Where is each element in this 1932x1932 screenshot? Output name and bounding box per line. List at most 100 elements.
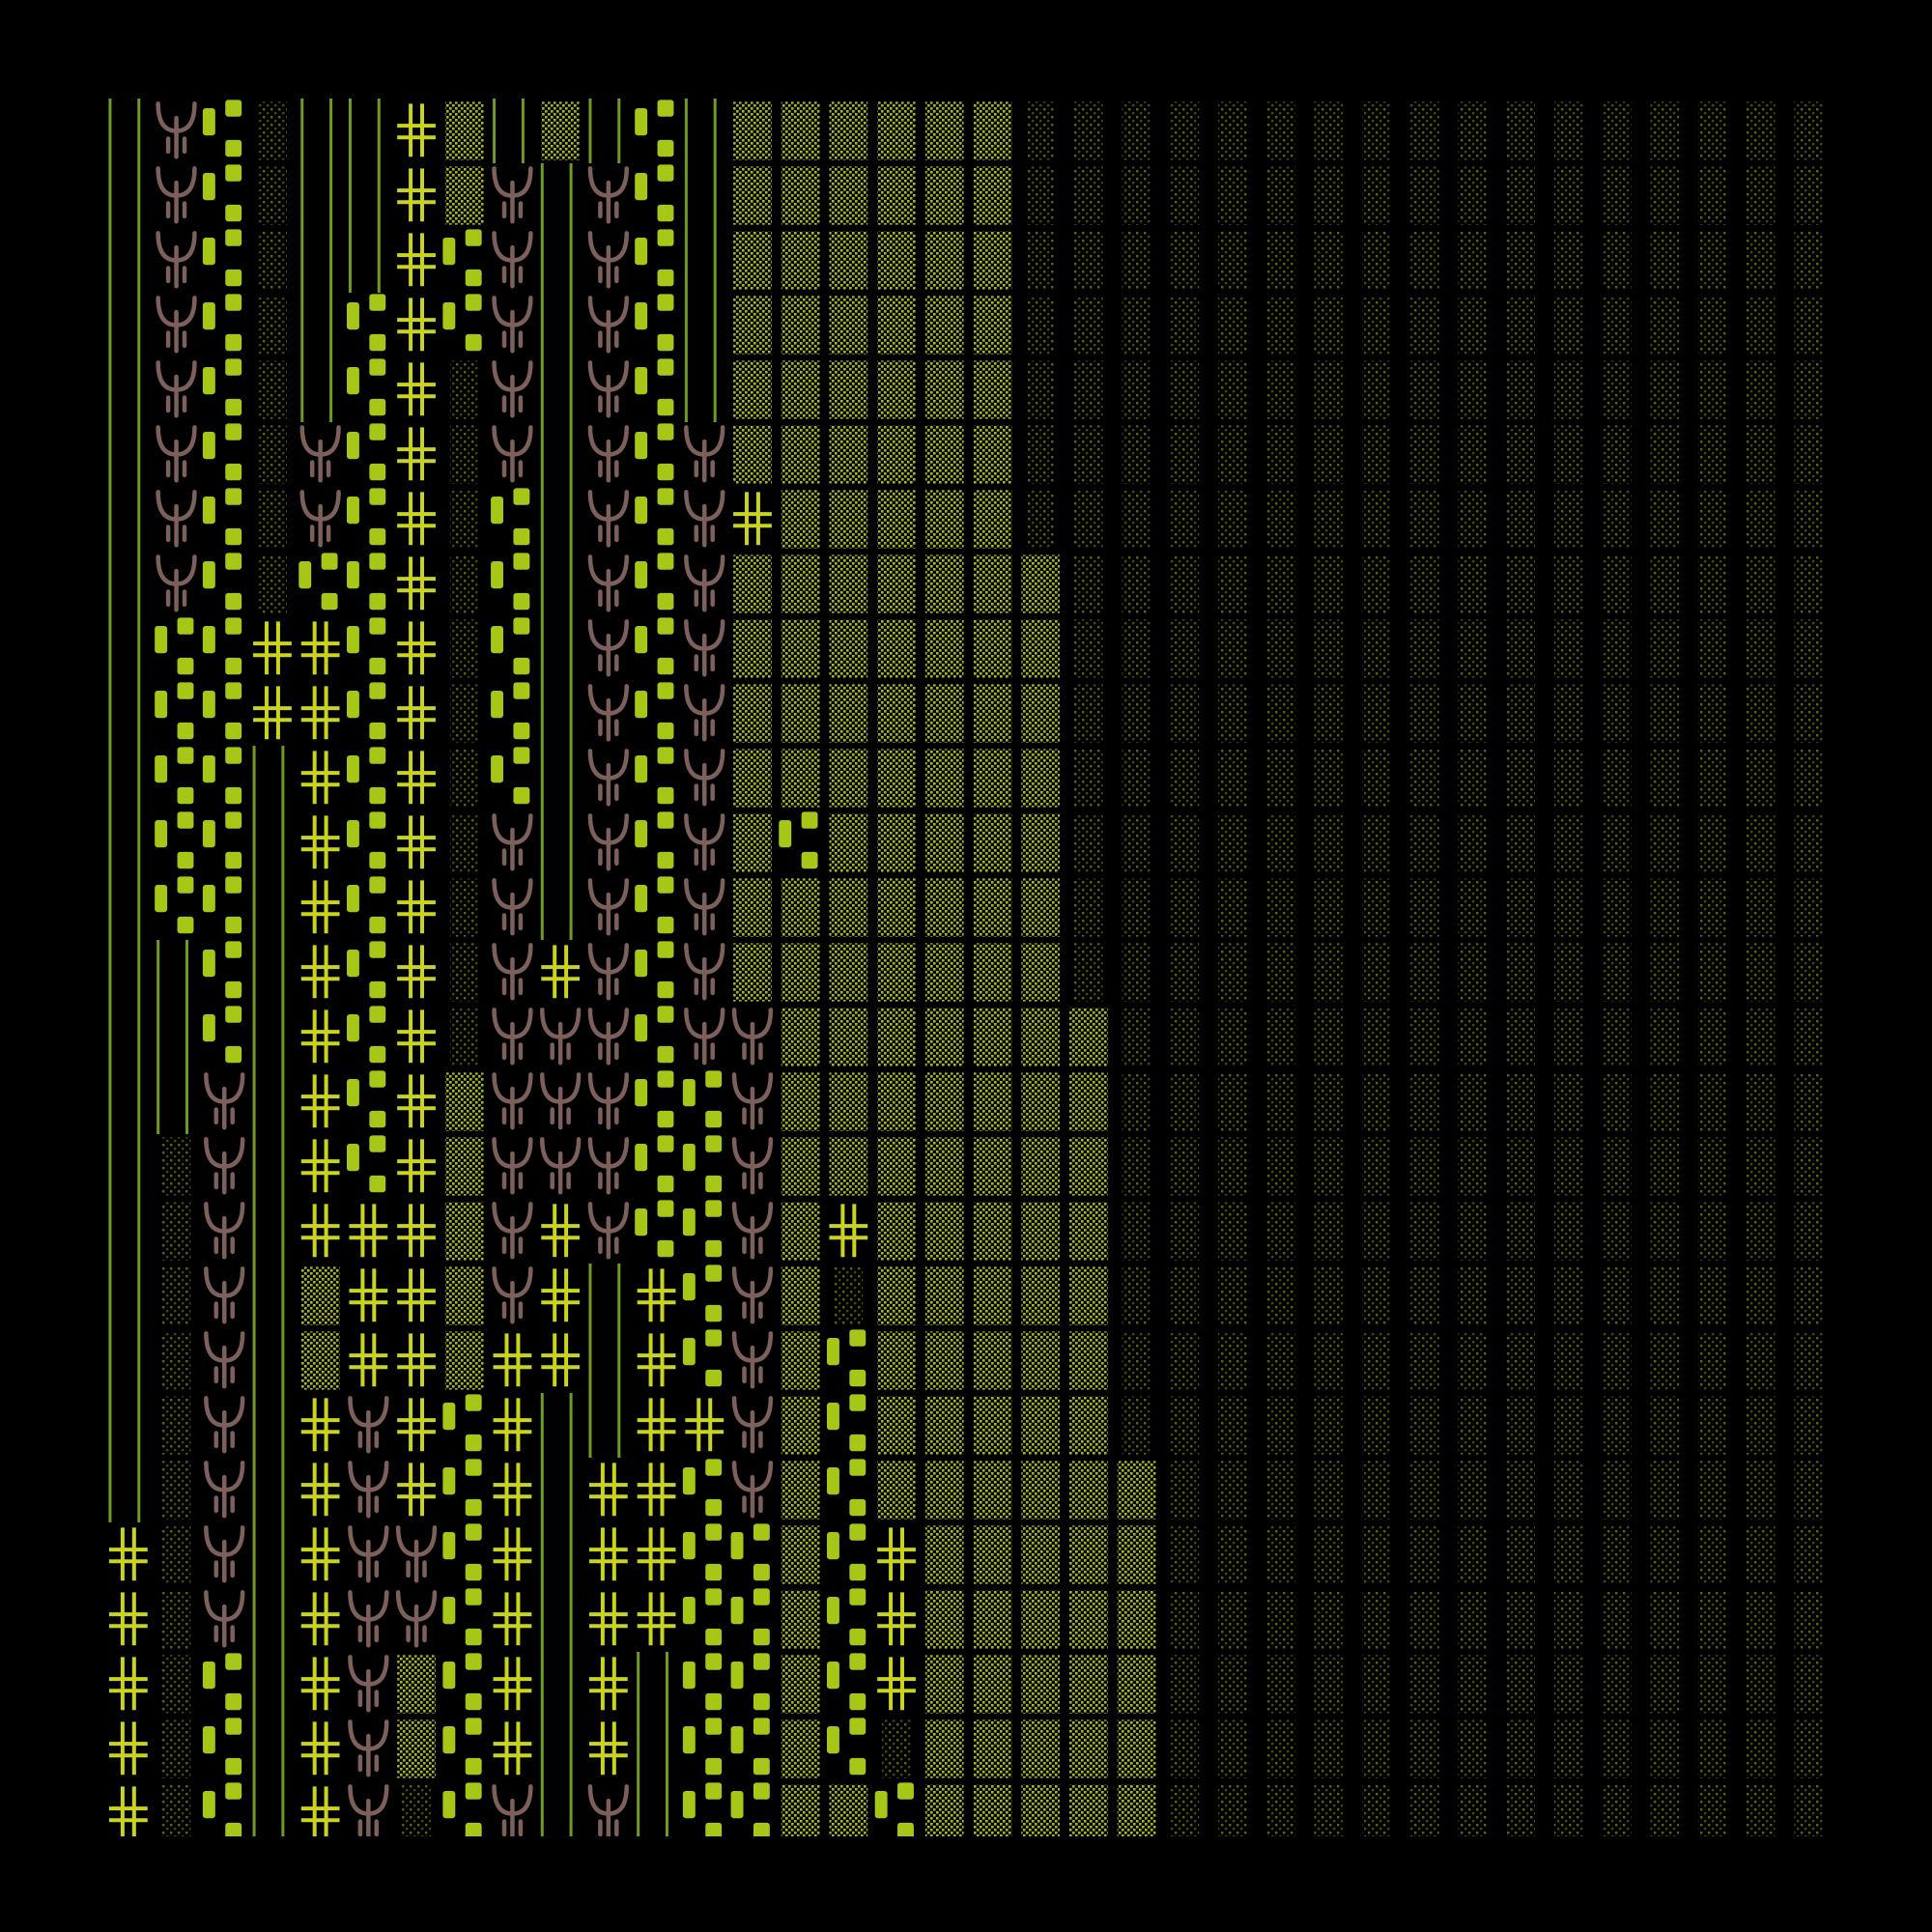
dim-dot-cell bbox=[1170, 1784, 1200, 1836]
dot-cell bbox=[924, 101, 964, 160]
dim-dot-cell bbox=[1794, 1202, 1824, 1261]
block bbox=[705, 1175, 723, 1193]
dot-cell bbox=[781, 360, 820, 419]
block bbox=[369, 398, 386, 416]
dim-dot-cell bbox=[1553, 1655, 1583, 1714]
dim-dot-cell bbox=[1458, 1396, 1488, 1455]
dim-dot-cell bbox=[1794, 166, 1824, 225]
dim-dot-cell bbox=[1314, 1525, 1344, 1584]
dim-dot-cell bbox=[1122, 490, 1151, 549]
dim-dot-cell bbox=[1265, 1266, 1295, 1325]
block bbox=[657, 164, 674, 182]
dim-dot-cell bbox=[449, 360, 479, 419]
dot-cell bbox=[781, 749, 820, 808]
dim-dot-cell bbox=[1122, 1202, 1151, 1261]
dot-cell bbox=[829, 943, 868, 1002]
block bbox=[202, 820, 215, 848]
block bbox=[442, 1662, 456, 1690]
dim-dot-cell bbox=[1650, 166, 1680, 225]
dot-cell bbox=[781, 1008, 820, 1066]
block bbox=[225, 657, 242, 675]
dim-dot-cell bbox=[1553, 1719, 1583, 1778]
block bbox=[442, 1532, 456, 1560]
dot-cell bbox=[1021, 684, 1061, 743]
block bbox=[202, 691, 215, 719]
dot-cell bbox=[877, 1137, 916, 1196]
block bbox=[513, 527, 530, 546]
dim-dot-cell bbox=[1746, 1590, 1776, 1649]
dim-dot-cell bbox=[1026, 231, 1056, 290]
glyph-grid bbox=[108, 99, 1824, 1836]
dim-dot-cell bbox=[1458, 1072, 1488, 1131]
block bbox=[779, 820, 792, 848]
dim-dot-cell bbox=[1218, 101, 1247, 160]
block bbox=[225, 488, 242, 505]
block bbox=[177, 657, 194, 675]
dim-dot-cell bbox=[1650, 684, 1680, 743]
dim-dot-cell bbox=[1650, 101, 1680, 160]
block bbox=[442, 1403, 456, 1431]
dim-dot-cell bbox=[1506, 231, 1536, 290]
block bbox=[346, 497, 359, 525]
dim-dot-cell bbox=[1170, 1590, 1200, 1649]
dim-dot-cell bbox=[1553, 1396, 1583, 1455]
dot-cell bbox=[1068, 1266, 1108, 1325]
dim-dot-cell bbox=[1602, 1072, 1632, 1131]
dim-dot-cell bbox=[1122, 684, 1151, 743]
dim-dot-cell bbox=[1409, 554, 1439, 613]
dim-dot-cell bbox=[1553, 878, 1583, 937]
dim-dot-cell bbox=[1698, 360, 1727, 419]
dim-dot-cell bbox=[1265, 554, 1295, 613]
block bbox=[753, 1822, 770, 1836]
block bbox=[682, 1467, 696, 1495]
dim-dot-cell bbox=[1122, 166, 1151, 225]
dim-dot-cell bbox=[1314, 1719, 1344, 1778]
block bbox=[657, 139, 674, 157]
dim-dot-cell bbox=[1170, 1655, 1200, 1714]
block bbox=[225, 722, 242, 740]
block bbox=[465, 269, 482, 287]
dim-dot-cell bbox=[1362, 1461, 1391, 1520]
dot-cell bbox=[1021, 1266, 1061, 1325]
dim-dot-cell bbox=[1362, 1331, 1391, 1390]
dim-dot-cell bbox=[1698, 166, 1727, 225]
dot-cell bbox=[877, 1331, 916, 1390]
dim-dot-cell bbox=[1218, 1008, 1247, 1066]
block bbox=[730, 1791, 744, 1819]
dot-cell bbox=[877, 1008, 916, 1066]
dim-dot-cell bbox=[1218, 1137, 1247, 1196]
block bbox=[657, 423, 674, 440]
dim-dot-cell bbox=[1265, 1396, 1295, 1455]
block bbox=[826, 1338, 839, 1366]
dim-dot-cell bbox=[1122, 749, 1151, 808]
dim-dot-cell bbox=[1650, 749, 1680, 808]
block bbox=[177, 722, 194, 740]
block bbox=[225, 358, 242, 376]
dim-dot-cell bbox=[1170, 749, 1200, 808]
block bbox=[705, 1304, 723, 1322]
block bbox=[826, 1662, 839, 1690]
dot-cell bbox=[973, 1719, 1012, 1778]
dim-dot-cell bbox=[1553, 1266, 1583, 1325]
dim-dot-cell bbox=[1602, 1396, 1632, 1455]
dim-dot-cell bbox=[1122, 554, 1151, 613]
dim-dot-cell bbox=[1698, 1137, 1727, 1196]
dot-cell bbox=[924, 813, 964, 872]
dim-dot-cell bbox=[1218, 554, 1247, 613]
block bbox=[826, 1403, 839, 1431]
block bbox=[705, 1822, 723, 1836]
dim-dot-cell bbox=[1458, 554, 1488, 613]
dim-dot-cell bbox=[1409, 1331, 1439, 1390]
block bbox=[202, 173, 215, 201]
dot-cell bbox=[973, 425, 1012, 484]
dim-dot-cell bbox=[1409, 813, 1439, 872]
dim-dot-cell bbox=[1362, 1072, 1391, 1131]
dim-dot-cell bbox=[1458, 684, 1488, 743]
dot-cell bbox=[973, 231, 1012, 290]
dim-dot-cell bbox=[1553, 425, 1583, 484]
dim-dot-cell bbox=[1218, 490, 1247, 549]
dim-dot-cell bbox=[1458, 749, 1488, 808]
dim-dot-cell bbox=[1794, 296, 1824, 355]
